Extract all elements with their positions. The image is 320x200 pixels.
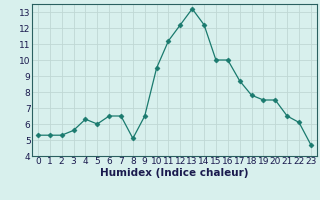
X-axis label: Humidex (Indice chaleur): Humidex (Indice chaleur) bbox=[100, 168, 249, 178]
